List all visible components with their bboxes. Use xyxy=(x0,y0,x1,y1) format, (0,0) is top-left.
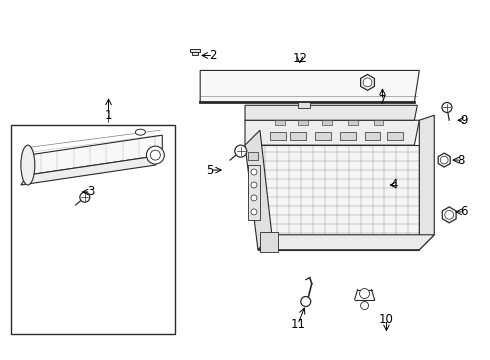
Ellipse shape xyxy=(135,129,146,135)
Bar xyxy=(270,132,286,140)
Polygon shape xyxy=(258,235,434,250)
Text: 3: 3 xyxy=(87,185,94,198)
Bar xyxy=(315,132,331,140)
Circle shape xyxy=(150,150,160,160)
Text: 9: 9 xyxy=(461,114,468,127)
Text: 11: 11 xyxy=(290,318,305,331)
Circle shape xyxy=(251,209,257,215)
Bar xyxy=(190,49,200,53)
Polygon shape xyxy=(258,145,419,250)
Circle shape xyxy=(442,103,452,112)
Circle shape xyxy=(147,146,164,164)
Circle shape xyxy=(251,182,257,188)
Circle shape xyxy=(441,156,448,164)
Polygon shape xyxy=(245,120,419,145)
Text: 6: 6 xyxy=(461,205,468,219)
Text: 12: 12 xyxy=(293,52,307,65)
Text: 4: 4 xyxy=(391,179,398,192)
Bar xyxy=(365,132,380,140)
Circle shape xyxy=(251,169,257,175)
Bar xyxy=(347,120,358,125)
Bar xyxy=(388,132,403,140)
Text: 8: 8 xyxy=(458,154,465,167)
Circle shape xyxy=(80,192,90,202)
Bar xyxy=(340,132,356,140)
Bar xyxy=(248,187,258,195)
Circle shape xyxy=(235,145,247,157)
Text: 2: 2 xyxy=(209,49,217,62)
Polygon shape xyxy=(419,115,434,250)
Polygon shape xyxy=(245,105,417,120)
Circle shape xyxy=(360,289,369,298)
Bar xyxy=(275,120,285,125)
Bar xyxy=(322,120,332,125)
Bar xyxy=(290,132,306,140)
Text: 10: 10 xyxy=(379,313,394,326)
Polygon shape xyxy=(361,75,374,90)
Text: 7: 7 xyxy=(379,94,386,107)
Polygon shape xyxy=(438,153,450,167)
Polygon shape xyxy=(21,155,162,185)
Bar xyxy=(260,232,278,252)
Polygon shape xyxy=(200,71,419,102)
Polygon shape xyxy=(442,207,456,223)
Polygon shape xyxy=(245,130,272,250)
Bar xyxy=(248,167,258,175)
Bar xyxy=(373,120,384,125)
Circle shape xyxy=(363,78,372,87)
Circle shape xyxy=(301,297,311,306)
Bar xyxy=(298,120,308,125)
Circle shape xyxy=(251,195,257,201)
Polygon shape xyxy=(28,135,162,175)
Text: 5: 5 xyxy=(206,163,214,176)
Text: 1: 1 xyxy=(105,109,112,122)
Bar xyxy=(248,165,260,220)
Ellipse shape xyxy=(21,145,35,185)
Bar xyxy=(298,102,310,108)
Circle shape xyxy=(361,302,368,310)
Bar xyxy=(192,53,198,55)
Bar xyxy=(248,152,258,160)
Bar xyxy=(11,125,175,334)
Circle shape xyxy=(445,211,454,219)
